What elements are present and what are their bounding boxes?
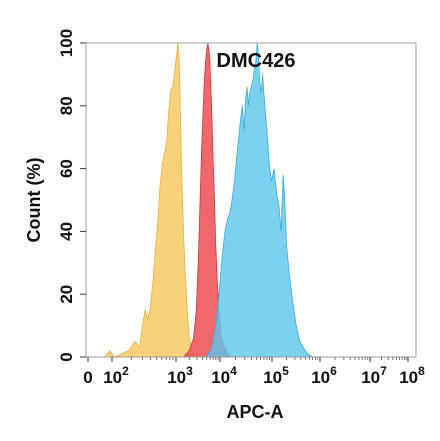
x-axis-label: APC-A: [227, 402, 284, 422]
histogram-series-3: [206, 42, 315, 358]
x-tick-label: 105: [263, 364, 289, 387]
x-axis: 0 102 103 104 105 106 107 108: [83, 357, 425, 387]
x-tick-label: 0: [83, 368, 92, 387]
x-tick-label: 102: [103, 364, 129, 387]
y-tick-label: 60: [57, 159, 76, 178]
y-axis: 0 20 40 60 80 100: [57, 29, 86, 362]
y-axis-label: Count (%): [24, 158, 44, 243]
histogram-series-1: [103, 42, 199, 358]
x-tick-label: 107: [361, 364, 387, 387]
x-tick-label: 106: [311, 364, 337, 387]
y-tick-label: 100: [57, 29, 76, 57]
y-tick-label: 80: [57, 96, 76, 115]
y-tick-label: 40: [57, 222, 76, 241]
y-tick-label: 20: [57, 285, 76, 304]
chart-title: DMC426: [217, 50, 296, 72]
x-tick-label: 103: [167, 364, 193, 387]
x-tick-label: 104: [211, 364, 237, 387]
x-tick-label: 108: [399, 364, 425, 387]
series-layer: [103, 42, 315, 358]
y-tick-label: 0: [57, 352, 76, 361]
